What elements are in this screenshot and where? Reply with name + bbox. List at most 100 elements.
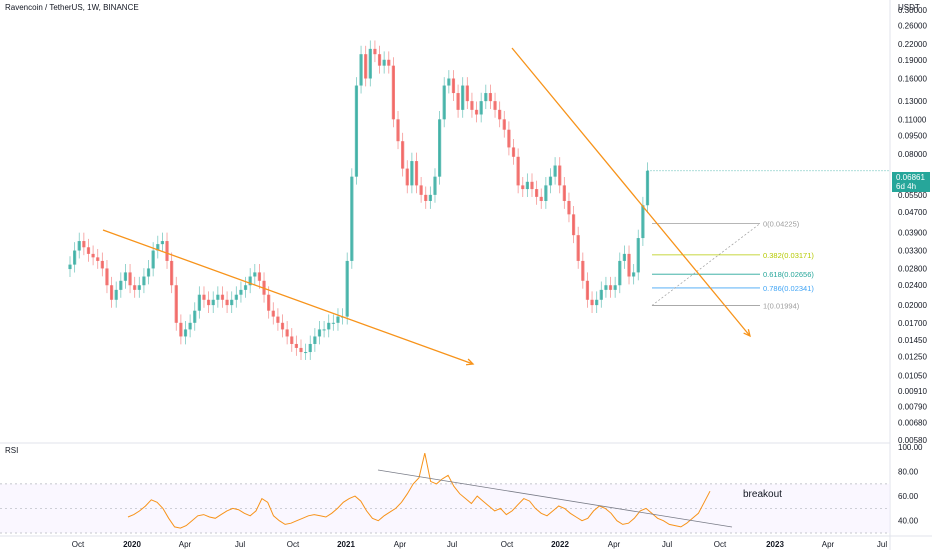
candle[interactable] <box>484 93 488 102</box>
candle[interactable] <box>502 119 506 130</box>
candle[interactable] <box>627 253 631 277</box>
candle[interactable] <box>220 294 225 300</box>
candle[interactable] <box>433 176 437 195</box>
candle[interactable] <box>567 200 571 215</box>
candle[interactable] <box>100 260 104 269</box>
candle[interactable] <box>123 272 128 281</box>
candle[interactable] <box>257 272 262 281</box>
candle[interactable] <box>428 194 432 201</box>
candle[interactable] <box>142 276 146 286</box>
candle[interactable] <box>243 285 248 290</box>
candle[interactable] <box>368 48 372 79</box>
candle[interactable] <box>304 352 308 354</box>
candle[interactable] <box>493 101 497 110</box>
candle[interactable] <box>391 65 395 120</box>
candle[interactable] <box>170 260 174 286</box>
candle[interactable] <box>156 244 160 251</box>
candle[interactable] <box>313 336 317 344</box>
candle[interactable] <box>77 241 81 251</box>
candle[interactable] <box>128 272 132 286</box>
candle[interactable] <box>327 322 331 330</box>
candle[interactable] <box>544 185 548 201</box>
candle[interactable] <box>248 276 252 286</box>
candle[interactable] <box>622 253 626 261</box>
candle[interactable] <box>216 294 220 300</box>
candle[interactable] <box>558 165 562 186</box>
candle[interactable] <box>539 196 543 201</box>
candle[interactable] <box>530 181 534 190</box>
time-axis[interactable]: Oct 2020 Apr Jul Oct 2021 Apr Jul Oct 2022 Apr Jul O… <box>72 540 888 549</box>
candle[interactable] <box>290 336 294 344</box>
candle[interactable] <box>535 189 539 197</box>
candle[interactable] <box>414 161 419 186</box>
candle[interactable] <box>465 85 469 102</box>
candle[interactable] <box>331 322 335 324</box>
candle[interactable] <box>276 316 280 323</box>
candle[interactable] <box>160 241 164 245</box>
candle[interactable] <box>516 156 520 186</box>
candle[interactable] <box>470 101 474 110</box>
candle[interactable] <box>188 322 192 330</box>
trend-line[interactable] <box>511 47 751 337</box>
candle[interactable] <box>576 235 580 261</box>
candle[interactable] <box>73 250 77 265</box>
candle[interactable] <box>165 241 169 261</box>
candle[interactable] <box>280 322 285 330</box>
candle[interactable] <box>133 285 137 290</box>
candle[interactable] <box>585 280 590 300</box>
candle[interactable] <box>641 205 645 239</box>
candle[interactable] <box>382 59 386 66</box>
candle[interactable] <box>225 299 229 306</box>
candle[interactable] <box>114 289 118 300</box>
candle[interactable] <box>211 299 215 306</box>
candle[interactable] <box>387 59 391 66</box>
candle[interactable] <box>285 329 289 337</box>
candle[interactable] <box>396 119 400 142</box>
trend-line[interactable] <box>102 229 474 365</box>
candle[interactable] <box>68 264 72 270</box>
candle[interactable] <box>456 93 460 110</box>
candle[interactable] <box>91 253 95 258</box>
candle[interactable] <box>521 185 525 190</box>
candle[interactable] <box>636 238 640 273</box>
candle[interactable] <box>146 268 151 277</box>
candle[interactable] <box>511 147 516 157</box>
candle[interactable] <box>632 272 636 277</box>
candle[interactable] <box>345 260 349 317</box>
candle[interactable] <box>234 294 238 300</box>
candle[interactable] <box>498 109 502 120</box>
candle[interactable] <box>525 181 529 190</box>
candle[interactable] <box>364 54 368 79</box>
rsi-plot[interactable] <box>0 452 890 534</box>
candle[interactable] <box>322 329 326 331</box>
candle[interactable] <box>308 343 312 353</box>
candle[interactable] <box>401 141 405 169</box>
candle[interactable] <box>179 322 183 337</box>
candle[interactable] <box>197 294 201 311</box>
candle[interactable] <box>174 285 178 323</box>
rsi-line[interactable] <box>127 452 711 529</box>
candle[interactable] <box>604 285 608 290</box>
candle[interactable] <box>488 93 493 102</box>
candle[interactable] <box>119 280 123 290</box>
candle[interactable] <box>373 48 377 55</box>
candle[interactable] <box>354 85 359 177</box>
candle[interactable] <box>193 310 197 323</box>
candle[interactable] <box>105 268 109 286</box>
candle[interactable] <box>377 54 382 66</box>
candle[interactable] <box>271 310 275 317</box>
candle[interactable] <box>109 285 114 300</box>
candle[interactable] <box>590 299 594 306</box>
candle[interactable] <box>608 285 613 290</box>
candle[interactable] <box>562 185 566 201</box>
candle[interactable] <box>419 185 423 195</box>
candle[interactable] <box>553 165 557 177</box>
candle[interactable] <box>253 272 257 277</box>
candle[interactable] <box>461 85 465 110</box>
candle[interactable] <box>424 194 428 201</box>
price-plot[interactable] <box>68 40 890 360</box>
fibonacci-retracement[interactable]: 0(0.04225) 0.382(0.03171) 0.618(0.02656) 0.… <box>651 220 814 311</box>
candle[interactable] <box>86 247 91 254</box>
candle[interactable] <box>447 78 451 86</box>
trend-lines[interactable] <box>102 47 751 366</box>
